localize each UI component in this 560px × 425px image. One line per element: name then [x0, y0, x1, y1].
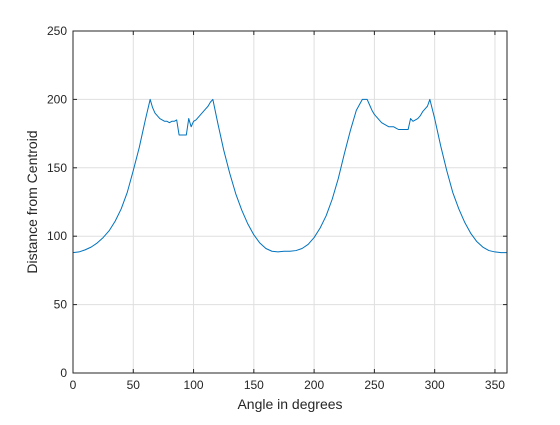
x-tick-label: 350	[485, 378, 505, 392]
x-tick-label: 250	[364, 378, 384, 392]
y-tick-label: 0	[60, 366, 67, 380]
x-tick-label: 300	[425, 378, 445, 392]
x-tick-label: 0	[70, 378, 77, 392]
series-layer	[72, 98, 507, 254]
y-axis-label: Distance from Centroid	[24, 130, 40, 273]
x-tick-label: 100	[184, 378, 204, 392]
y-tick-label: 100	[47, 229, 67, 243]
y-tick-label: 250	[47, 24, 67, 38]
ticks	[72, 30, 507, 374]
x-tick-label: 150	[244, 378, 264, 392]
x-tick-label: 200	[304, 378, 324, 392]
plot-background	[73, 31, 507, 373]
y-tick-label: 150	[47, 161, 67, 175]
series-line-1	[72, 98, 507, 254]
x-axis-label: Angle in degrees	[237, 396, 342, 412]
y-tick-label: 50	[54, 298, 68, 312]
x-tick-label: 50	[127, 378, 141, 392]
tick-labels: 0 50 100 150 200 250 300 350 0 50 100 150 200 250	[47, 24, 505, 392]
y-tick-label: 200	[47, 92, 67, 106]
plot-box	[72, 30, 508, 374]
